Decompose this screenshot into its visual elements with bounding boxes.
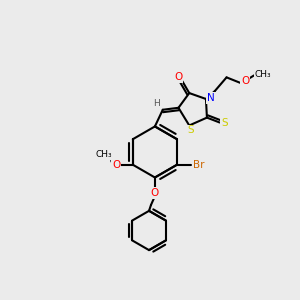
Text: S: S <box>187 125 194 135</box>
Text: O: O <box>174 72 183 82</box>
Text: H: H <box>154 99 160 108</box>
Text: S: S <box>221 118 228 128</box>
Text: CH₃: CH₃ <box>95 150 112 159</box>
Text: Br: Br <box>193 160 204 170</box>
Text: N: N <box>207 93 215 103</box>
Text: O: O <box>112 160 120 170</box>
Text: O: O <box>151 188 159 198</box>
Text: O: O <box>241 76 249 86</box>
Text: CH₃: CH₃ <box>255 70 271 79</box>
